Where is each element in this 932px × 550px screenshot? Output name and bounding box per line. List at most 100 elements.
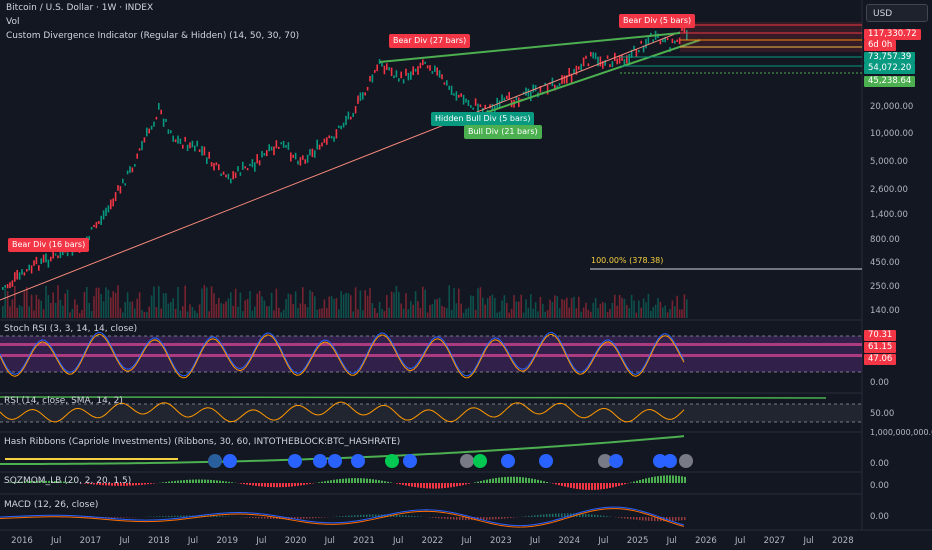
indicator-title[interactable]: Custom Divergence Indicator (Regular & H… [6, 31, 300, 41]
volume-bar [335, 298, 338, 318]
macd-hist [309, 517, 311, 519]
currency-selector[interactable]: USD [866, 4, 928, 22]
volume-bar [285, 299, 287, 318]
volume-bar [455, 303, 458, 318]
sqz-bar [246, 483, 248, 485]
candle [222, 171, 225, 175]
volume-bar [134, 308, 136, 318]
sqz-bar [285, 483, 287, 487]
candle [446, 80, 448, 86]
volume-label[interactable]: Vol [6, 17, 20, 27]
volume-bar [549, 299, 551, 318]
candle [131, 167, 134, 173]
candle [347, 111, 350, 120]
volume-bar [604, 302, 606, 318]
sqz-bar [225, 481, 227, 483]
sqz-bar [303, 483, 305, 485]
candle [364, 92, 366, 96]
candle [174, 139, 177, 143]
rsi-label[interactable]: RSI (14, close, SMA, 14, 2) [4, 396, 123, 406]
stoch-rsi-label[interactable]: Stoch RSI (3, 3, 14, 14, close) [4, 324, 138, 334]
sqz-bar [519, 477, 521, 483]
sqz-bar [162, 482, 164, 483]
macd-hist [378, 514, 380, 517]
candle [311, 148, 314, 158]
candle [270, 146, 273, 151]
volume-bar [160, 308, 162, 318]
macd-hist [108, 517, 110, 518]
candle [606, 55, 609, 59]
volume-bar [114, 292, 117, 318]
macd-hist [156, 516, 158, 517]
volume-bar [69, 312, 71, 318]
candle [594, 52, 597, 60]
sqz-bar [15, 481, 17, 483]
volume-bar [150, 295, 153, 318]
candle [366, 86, 369, 91]
macd-hist [537, 514, 539, 517]
sqz-bar [444, 483, 446, 489]
sqz-bar [657, 476, 659, 483]
candle [501, 94, 503, 103]
macd-hist [510, 517, 512, 518]
sqz-bar [582, 483, 584, 490]
volume-bar [486, 298, 489, 318]
volume-bar [470, 295, 472, 318]
macd-hist [534, 515, 536, 517]
candle [388, 67, 390, 71]
macd-hist [507, 517, 509, 519]
rsi-axis-label: 50.00 [870, 409, 895, 419]
macd-label[interactable]: MACD (12, 26, close) [4, 500, 99, 510]
macd-hist [648, 517, 650, 521]
volume-bar [299, 303, 302, 318]
sqz-bar [189, 479, 191, 483]
volume-bar [561, 299, 563, 318]
volume-bar [203, 285, 206, 318]
macd-hist [486, 517, 488, 520]
candle [532, 84, 534, 93]
volume-bar [666, 312, 669, 318]
candle [354, 106, 357, 114]
signal-line [0, 508, 685, 528]
candle [160, 109, 162, 115]
volume-bar [652, 307, 654, 318]
volume-bar [542, 303, 544, 318]
macd-hist [396, 514, 398, 517]
candle [18, 272, 21, 280]
candle [172, 135, 174, 142]
macd-hist [432, 517, 434, 518]
volume-bar [633, 300, 635, 318]
sqz-bar [510, 476, 512, 483]
sqz-bar [168, 481, 170, 483]
candle [227, 173, 230, 180]
volume-bar [170, 302, 172, 318]
sqzmom-label[interactable]: SQZMOM_LB (20, 2, 20, 1.5) [4, 476, 132, 486]
volume-bar [414, 291, 417, 318]
price-tag-level-2: 54,072.20 [864, 63, 916, 74]
macd-hist [177, 515, 179, 517]
volume-bar [28, 306, 30, 318]
symbol-title[interactable]: Bitcoin / U.S. Dollar · 1W · INDEX [6, 3, 154, 13]
candle [558, 83, 561, 87]
candle [390, 67, 393, 77]
macd-hist [213, 515, 215, 517]
volume-bar [532, 308, 534, 318]
hash-ribbons-label[interactable]: Hash Ribbons (Capriole Investments) (Rib… [4, 437, 401, 447]
macd-hist [222, 516, 224, 517]
volume-bar [122, 312, 124, 318]
sqz-bar [216, 480, 218, 483]
sqz-bar [21, 481, 23, 483]
candle [275, 140, 278, 149]
volume-bar [645, 302, 647, 318]
volume-bar [309, 290, 311, 318]
macd-hist [408, 515, 410, 517]
candle [102, 210, 105, 220]
volume-bar [568, 307, 570, 318]
volume-bar [350, 295, 352, 318]
hash-dot [288, 454, 302, 468]
price-axis-label: 140.00 [870, 306, 900, 316]
time-axis-label: 2019 [216, 536, 239, 546]
volume-bar [215, 303, 218, 318]
